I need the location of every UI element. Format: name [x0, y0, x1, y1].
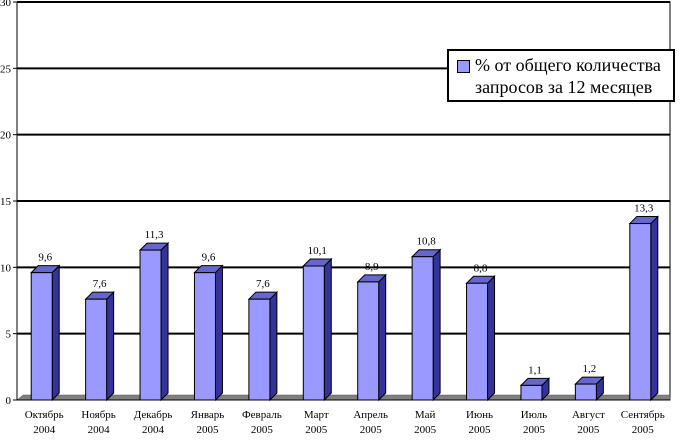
bar-side: [650, 215, 659, 402]
x-tick-label: Сентябрь: [621, 409, 665, 421]
x-tick-label: Апрель: [353, 409, 388, 421]
x-tick-label-year: 2005: [523, 424, 546, 436]
y-tick-label: 15: [0, 196, 12, 208]
bar-side: [432, 248, 441, 402]
x-tick-label: Декабрь: [134, 409, 173, 421]
x-tick-label-year: 2005: [251, 424, 274, 436]
bar: [411, 256, 434, 401]
bar-side: [269, 290, 278, 402]
x-tick-label: Июль: [521, 409, 547, 421]
bar: [193, 272, 216, 401]
bar: [139, 249, 162, 401]
x-tick-label: Июнь: [466, 409, 493, 421]
bar-side: [51, 264, 60, 402]
y-tick-label: 20: [0, 130, 12, 142]
x-tick-label: Май: [415, 409, 436, 421]
data-label: 1,2: [583, 363, 597, 375]
data-label: 7,6: [256, 278, 270, 290]
x-tick-label-year: 2005: [196, 424, 219, 436]
x-tick-label: Август: [572, 409, 605, 421]
x-tick-label: Январь: [191, 409, 225, 421]
y-tick-label: 5: [6, 329, 12, 341]
x-tick-label-year: 2004: [142, 424, 165, 436]
data-label: 11,3: [145, 229, 164, 241]
data-label: 7,6: [93, 278, 107, 290]
y-tick-label: 30: [0, 0, 12, 9]
y-tick-label: 0: [6, 395, 12, 407]
x-tick-label-year: 2004: [33, 424, 56, 436]
x-tick-label-year: 2004: [88, 424, 111, 436]
bar-side: [487, 275, 496, 402]
data-label: 13,3: [634, 203, 654, 215]
bar-side: [214, 264, 223, 402]
legend-swatch: [457, 60, 470, 73]
chart-legend: % от общего количества запросов за 12 ме…: [447, 49, 675, 102]
data-label: 10,8: [417, 236, 437, 248]
bar: [357, 281, 380, 401]
data-label: 8,8: [474, 262, 488, 274]
bar: [302, 265, 325, 401]
x-tick-label: Март: [304, 409, 329, 421]
bar: [85, 298, 108, 401]
x-tick-label-year: 2005: [360, 424, 383, 436]
bar: [248, 298, 271, 401]
data-label: 9,6: [38, 252, 52, 264]
legend-label: % от общего количества запросов за 12 ме…: [475, 55, 661, 97]
bar-side: [378, 273, 387, 402]
x-tick-label-year: 2005: [632, 424, 655, 436]
y-tick-label: 10: [0, 262, 12, 274]
data-label: 1,1: [528, 364, 542, 376]
bar: [466, 282, 489, 401]
x-tick-label-year: 2005: [469, 424, 492, 436]
x-tick-label: Октябрь: [25, 409, 64, 421]
data-label: 8,9: [365, 261, 379, 273]
bar-side: [106, 290, 115, 402]
bar: [574, 383, 597, 401]
x-tick-label: Февраль: [242, 409, 282, 421]
bar-side: [160, 241, 169, 402]
bar: [520, 384, 543, 401]
data-label: 9,6: [202, 252, 216, 264]
x-tick-label-year: 2005: [414, 424, 437, 436]
bar: [629, 223, 652, 401]
y-tick-label: 25: [0, 63, 12, 75]
x-tick-label: Ноябрь: [81, 409, 115, 421]
x-tick-label-year: 2005: [305, 424, 328, 436]
chart-floor: [16, 394, 671, 401]
data-label: 10,1: [308, 245, 327, 257]
x-tick-label-year: 2005: [577, 424, 600, 436]
bar-side: [323, 257, 332, 402]
bar: [30, 272, 53, 401]
